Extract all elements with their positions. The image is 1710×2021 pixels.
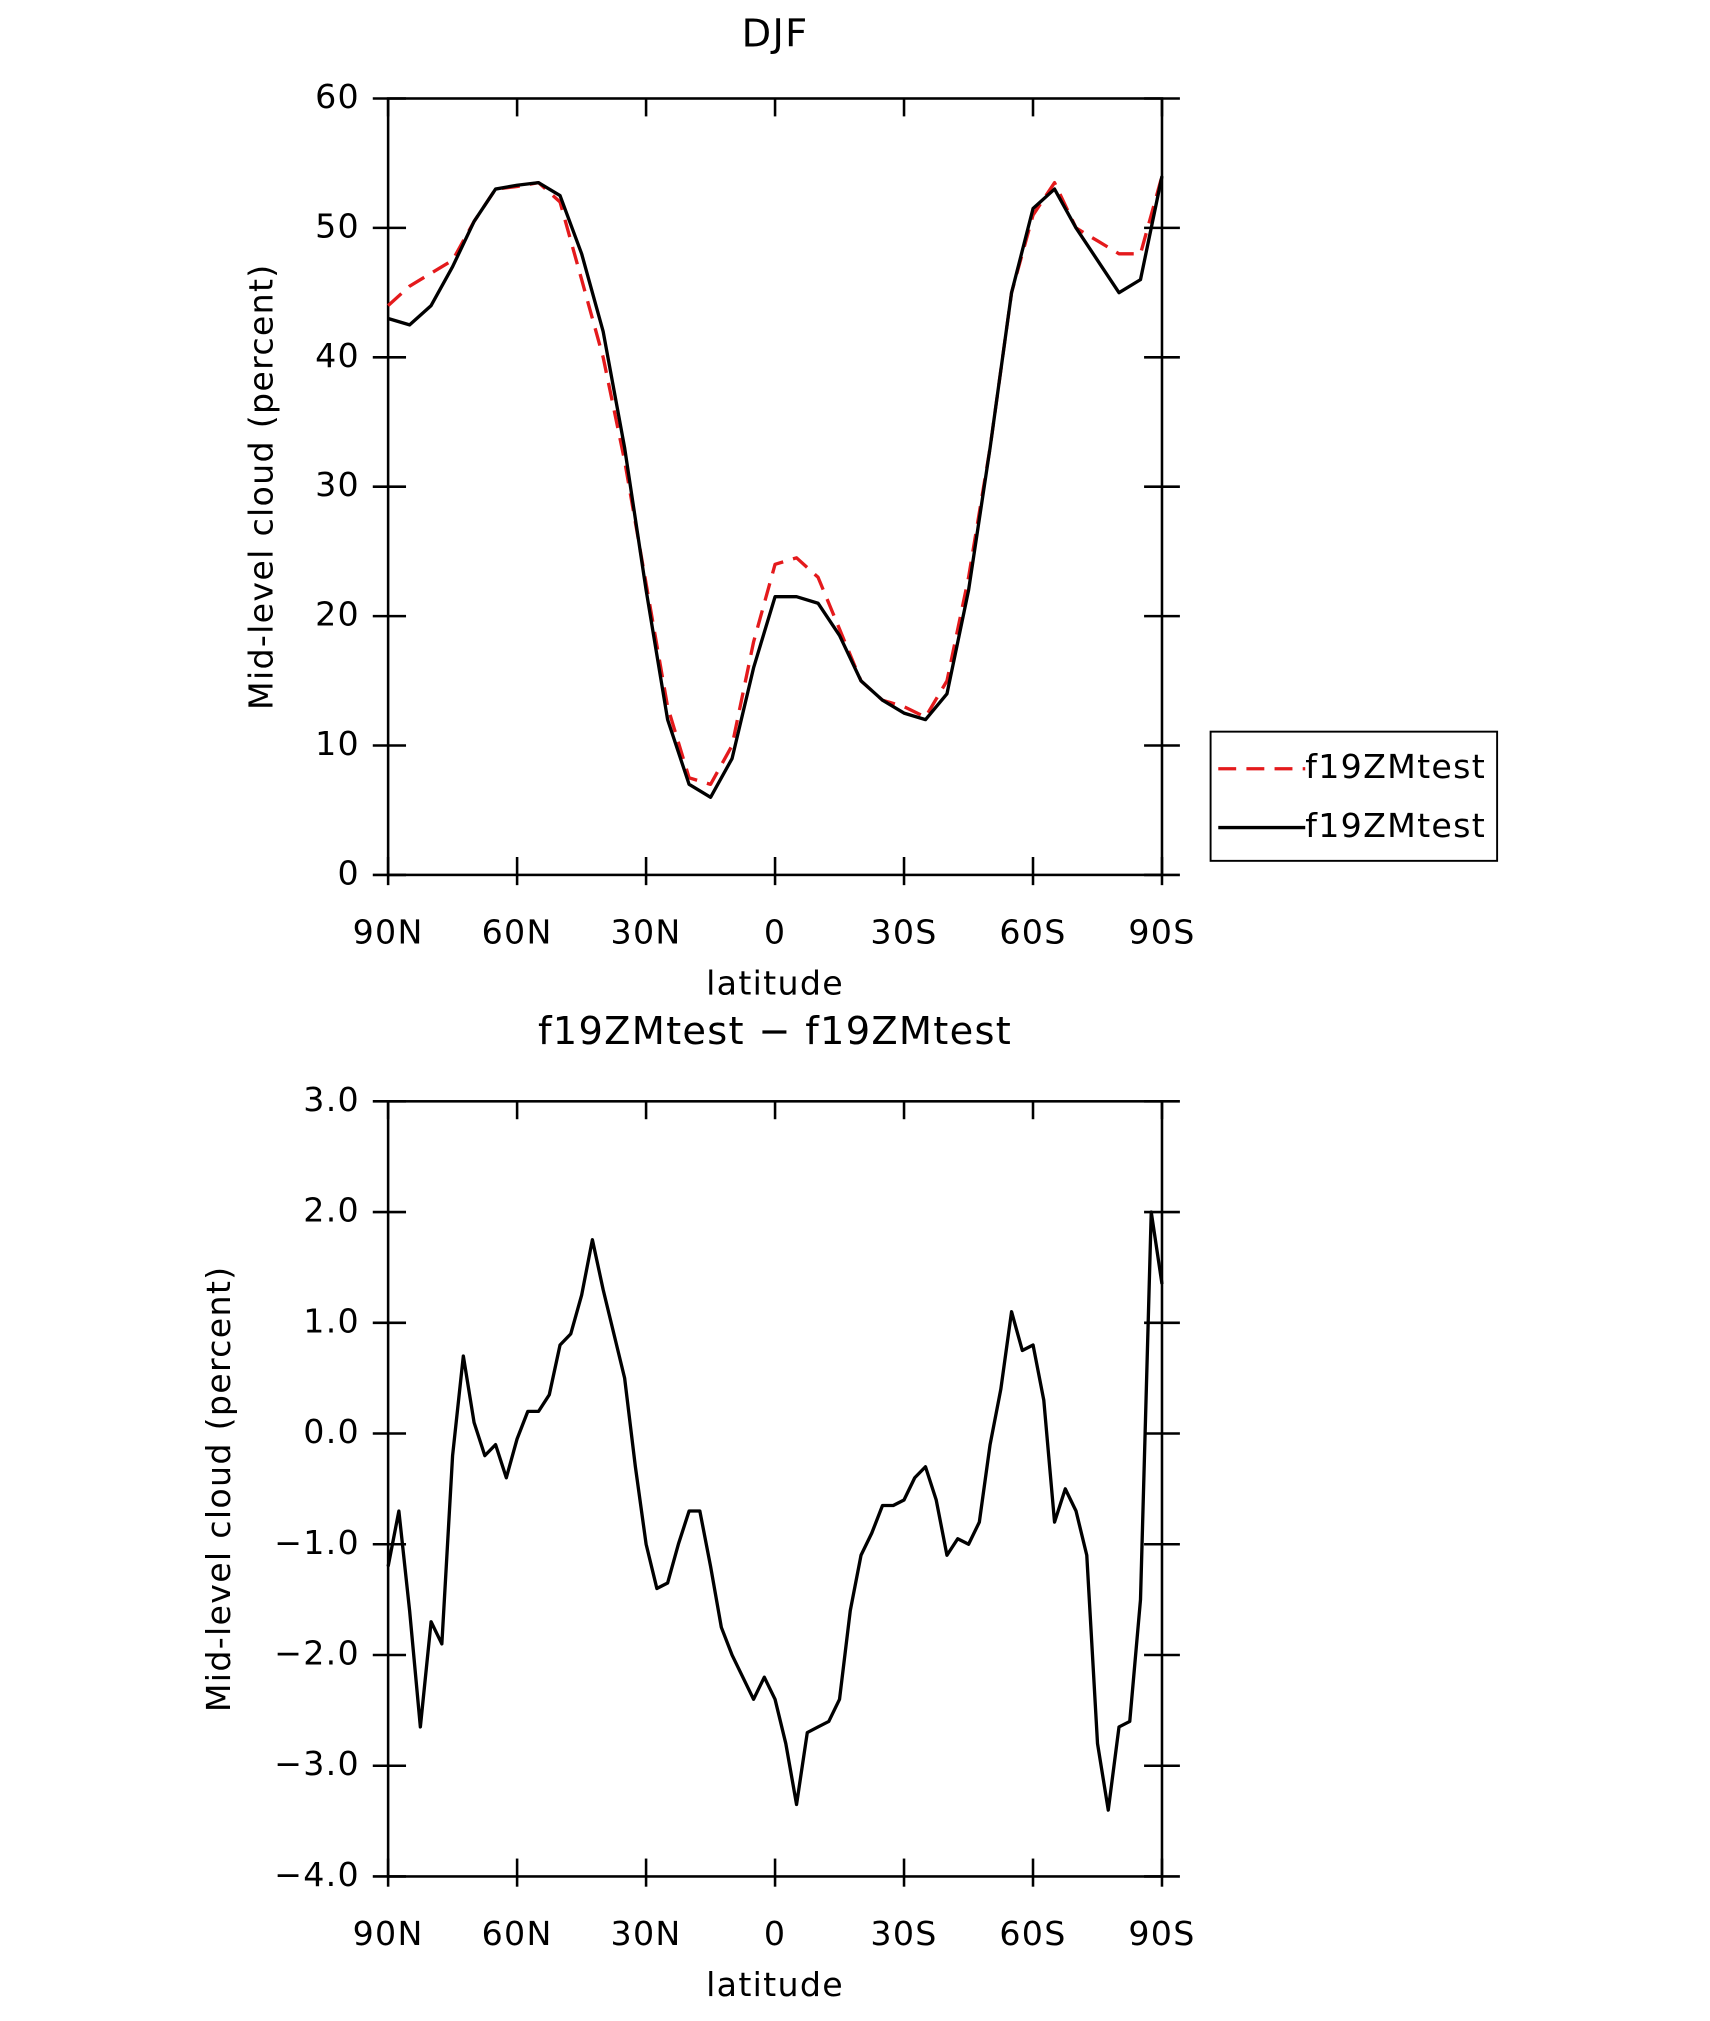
y-tick-label: 20: [315, 595, 360, 634]
plot-frame: [386, 97, 1164, 877]
x-tick-label: 90S: [1128, 1914, 1195, 1953]
data-line: [387, 175, 1164, 799]
x-tick-label: 30S: [870, 912, 937, 951]
y-tick-label: 3.0: [303, 1080, 360, 1119]
y-tick-label: 0.0: [303, 1412, 360, 1451]
data-line: [386, 1210, 1164, 1812]
y-tick-label: 10: [315, 724, 360, 763]
x-axis-label: latitude: [706, 963, 844, 1002]
y-tick-label: 1.0: [303, 1301, 360, 1340]
y-tick-label: −2.0: [274, 1633, 360, 1672]
plot-frame: [386, 1100, 1164, 1878]
x-tick-label: 60S: [999, 1914, 1066, 1953]
x-tick-label: 0: [764, 1914, 786, 1953]
chart-title: f19ZMtest − f19ZMtest: [538, 1009, 1012, 1054]
x-tick-label: 90S: [1128, 912, 1195, 951]
legend-box: [1209, 730, 1499, 862]
x-tick-label: 60N: [482, 912, 553, 951]
legend-label: f19ZMtest: [1305, 806, 1486, 845]
y-tick-label: −3.0: [274, 1744, 360, 1783]
y-tick-label: −4.0: [274, 1855, 360, 1894]
data-line: [387, 175, 1164, 787]
y-tick-label: 50: [315, 206, 360, 245]
x-tick-label: 60N: [482, 1914, 553, 1953]
x-tick-label: 60S: [999, 912, 1066, 951]
y-tick-label: 60: [315, 77, 360, 116]
x-tick-label: 30N: [611, 1914, 682, 1953]
y-tick-label: 2.0: [303, 1191, 360, 1230]
x-tick-label: 90N: [353, 1914, 424, 1953]
y-tick-label: 40: [315, 336, 360, 375]
x-axis-label: latitude: [706, 1965, 844, 2004]
y-tick-label: 0: [338, 853, 360, 892]
y-tick-label: 30: [315, 465, 360, 504]
chart-title: DJF: [742, 11, 809, 56]
x-tick-label: 30S: [870, 1914, 937, 1953]
legend-label: f19ZMtest: [1305, 747, 1486, 786]
y-axis-label: Mid-level cloud (percent): [241, 263, 280, 710]
x-tick-label: 0: [764, 912, 786, 951]
y-axis-label: Mid-level cloud (percent): [199, 1266, 238, 1713]
x-tick-label: 90N: [353, 912, 424, 951]
x-tick-label: 30N: [611, 912, 682, 951]
y-tick-label: −1.0: [274, 1523, 360, 1562]
